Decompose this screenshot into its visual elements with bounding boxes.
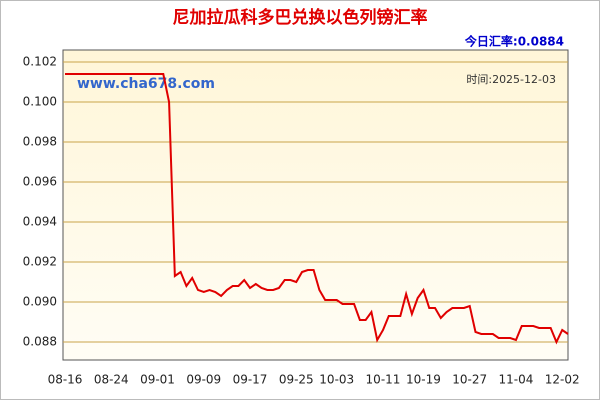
watermark: www.cha678.com: [77, 76, 215, 92]
x-tick-label: 12-02: [545, 373, 580, 387]
plot-area: [62, 49, 569, 361]
x-tick-label: 11-04: [499, 373, 534, 387]
line: [65, 73, 569, 345]
y-tick-label: 0.096: [23, 175, 57, 189]
today-rate: 今日汇率:0.0884: [464, 34, 564, 49]
y-tick-label: 0.088: [23, 335, 57, 349]
y-tick-label: 0.090: [23, 295, 57, 309]
y-tick-label: 0.092: [23, 255, 57, 269]
x-tick-label: 09-01: [140, 373, 175, 387]
x-tick-label: 09-25: [279, 373, 314, 387]
x-tick-label: 09-09: [186, 373, 221, 387]
chart-title: 尼加拉瓜科多巴兑换以色列镑汇率: [173, 7, 428, 28]
x-tick-label: 08-16: [48, 373, 83, 387]
y-tick-label: 0.102: [23, 55, 57, 69]
x-tick-label: 10-19: [406, 373, 441, 387]
y-tick-label: 0.098: [23, 135, 57, 149]
y-tick-label: 0.100: [23, 95, 57, 109]
x-tick-label: 08-24: [94, 373, 129, 387]
x-tick-label: 10-27: [452, 373, 487, 387]
x-tick-label: 10-03: [319, 373, 354, 387]
x-tick-label: 10-11: [366, 373, 401, 387]
x-tick-label: 09-17: [233, 373, 268, 387]
y-tick-label: 0.094: [23, 215, 57, 229]
date: 时间:2025-12-03: [466, 73, 556, 86]
